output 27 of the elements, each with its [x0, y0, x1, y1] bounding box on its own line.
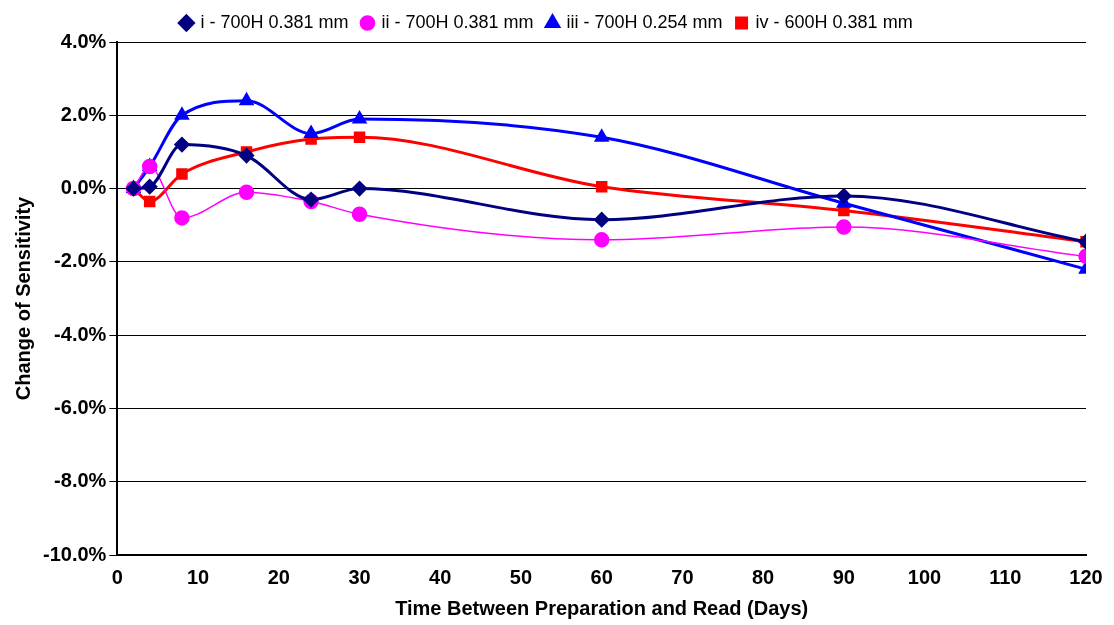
- y-tick-label: 4.0%: [60, 29, 107, 52]
- x-tick-label: 30: [348, 565, 371, 588]
- y-tick-label: -8.0%: [54, 469, 107, 492]
- y-tick-label: -6.0%: [54, 395, 107, 418]
- y-tick-label: -2.0%: [54, 249, 107, 272]
- y-axis-title: Change of Sensitivity: [11, 195, 34, 401]
- x-tick-label: 90: [832, 565, 855, 588]
- y-tick-label: -4.0%: [54, 322, 107, 345]
- x-tick-label: 40: [429, 565, 452, 588]
- y-tick-label: 0.0%: [60, 176, 107, 199]
- x-tick-label: 50: [509, 565, 533, 588]
- x-tick-label: 0: [111, 565, 123, 588]
- x-tick-label: 10: [186, 565, 210, 588]
- x-axis-title: Time Between Preparation and Read (Days): [395, 596, 809, 619]
- legend-label: iii - 700H 0.254 mm: [566, 11, 723, 32]
- x-tick-label: 100: [907, 565, 942, 588]
- x-tick-label: 120: [1069, 565, 1103, 588]
- legend-label: i - 700H 0.381 mm: [200, 11, 349, 32]
- legend-label: ii - 700H 0.381 mm: [381, 11, 534, 32]
- x-tick-label: 80: [752, 565, 775, 588]
- x-tick-label: 110: [989, 565, 1022, 588]
- x-tick-label: 70: [671, 565, 694, 588]
- y-tick-label: -10.0%: [42, 542, 107, 565]
- x-tick-label: 60: [590, 565, 613, 588]
- x-tick-label: 20: [267, 565, 290, 588]
- y-tick-label: 2.0%: [60, 102, 107, 125]
- legend-label: iv - 600H 0.381 mm: [755, 11, 913, 32]
